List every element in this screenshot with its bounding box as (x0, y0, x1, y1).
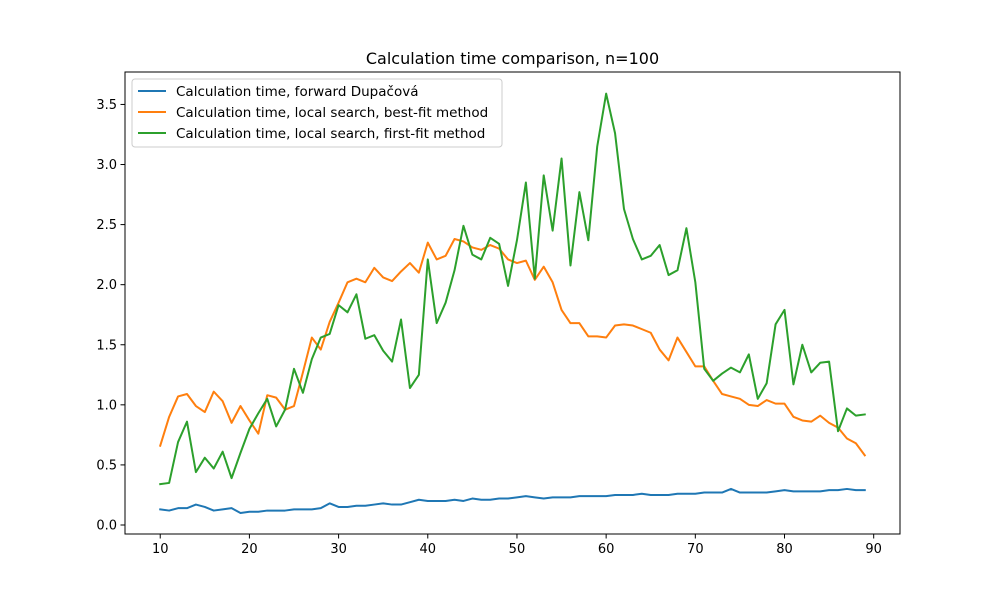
y-tick-label: 2.0 (96, 278, 117, 293)
axes-frame (124, 71, 901, 535)
legend-label-1: Calculation time, forward Dupačová (176, 84, 418, 100)
legend-box (131, 78, 503, 148)
x-tick-label: 70 (687, 542, 704, 557)
x-tick-label: 90 (865, 542, 882, 557)
x-tick-label: 60 (598, 542, 615, 557)
legend: Calculation time, forward Dupačová Calcul… (131, 78, 503, 148)
y-tick-label: 1.5 (96, 338, 117, 353)
y-tick-label: 2.5 (96, 218, 117, 233)
y-tick-label: 0.0 (96, 518, 117, 533)
series-line-1 (159, 487, 866, 514)
chart-title: Calculation time comparison, n=100 (366, 49, 659, 68)
legend-label-2: Calculation time, local search, best-fit… (176, 105, 488, 121)
y-tick-label: 3.5 (96, 98, 117, 113)
x-tick-label: 80 (776, 542, 793, 557)
y-tick-label: 1.0 (96, 398, 117, 413)
y-tick-label: 0.5 (96, 458, 117, 473)
legend-label-3: Calculation time, local search, first-fi… (176, 126, 485, 142)
series-line-3 (159, 92, 866, 486)
x-tick-label: 20 (241, 542, 258, 557)
x-tick-label: 40 (420, 542, 437, 557)
x-tick-label: 10 (152, 542, 169, 557)
x-tick-label: 50 (509, 542, 526, 557)
x-tick-label: 30 (330, 542, 347, 557)
y-tick-label: 3.0 (96, 158, 117, 173)
